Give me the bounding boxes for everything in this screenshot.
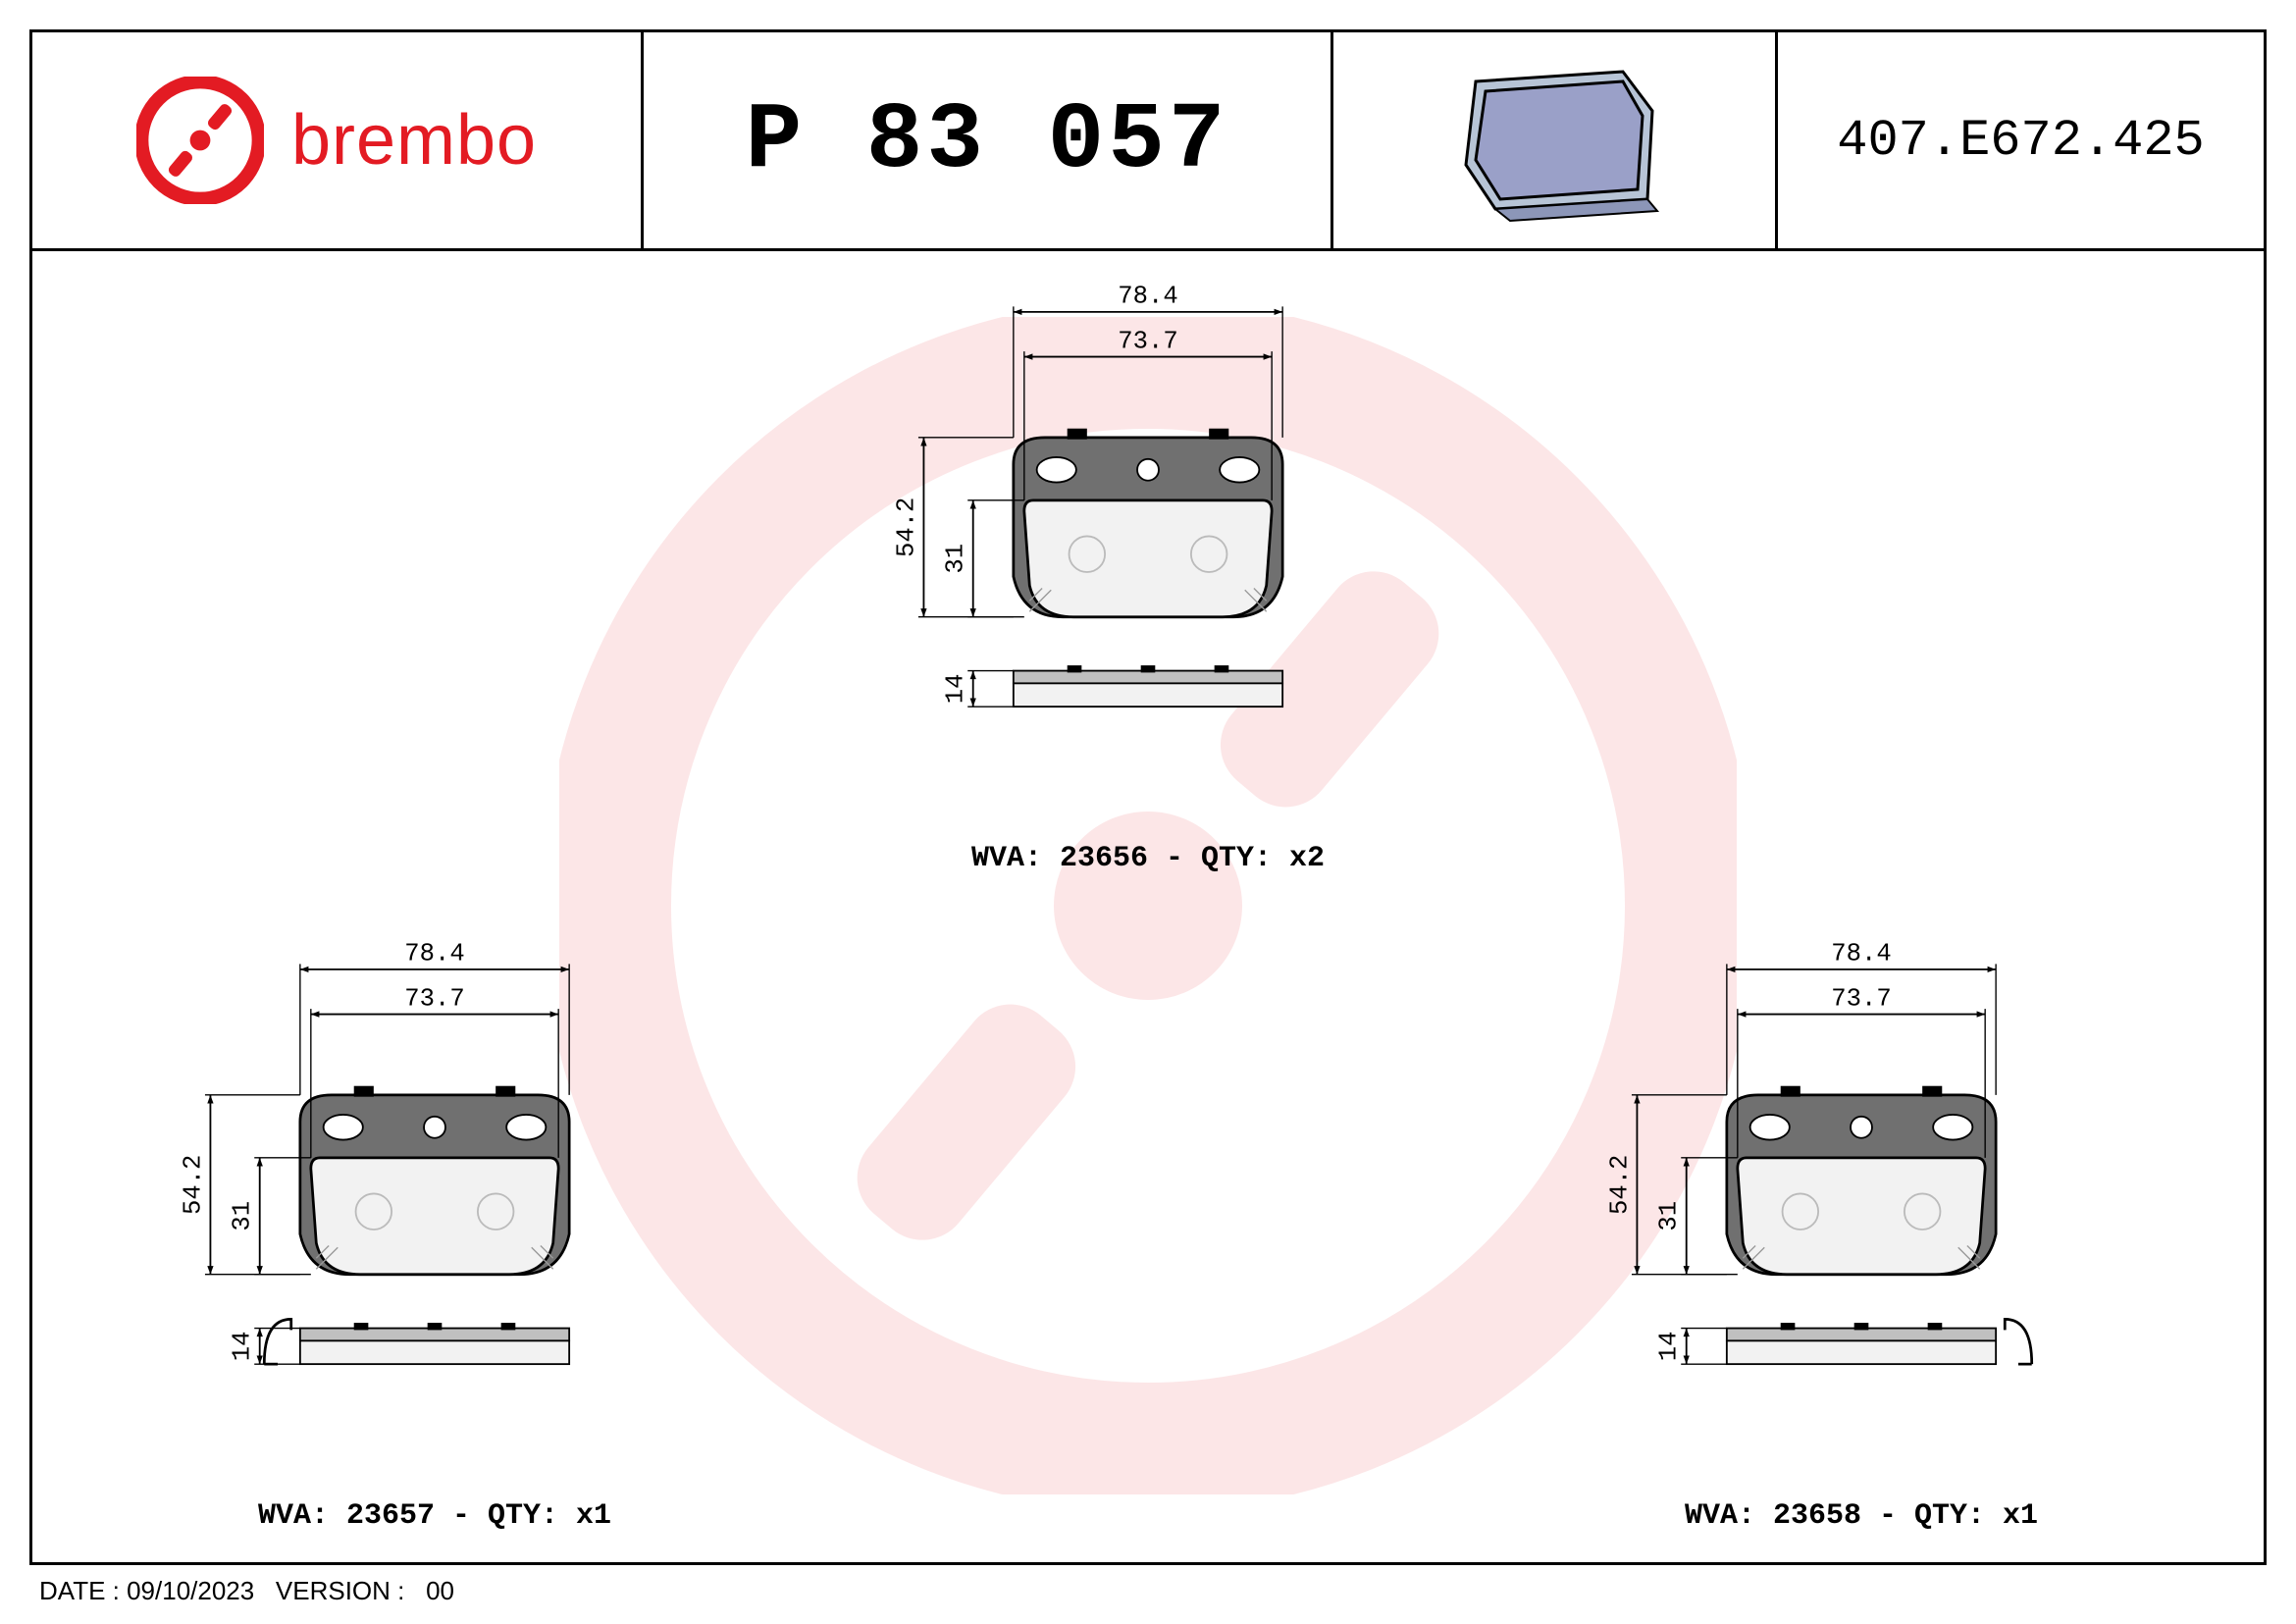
qty-value: x1 — [2003, 1499, 2038, 1533]
svg-text:78.4: 78.4 — [1831, 940, 1891, 969]
footer-version-label: VERSION : — [276, 1576, 404, 1605]
qty-label: - QTY: — [1166, 842, 1272, 875]
pad-drawing: 78.4 73.7 54.2 31 14 — [121, 916, 749, 1490]
footer-version-value: 00 — [426, 1576, 454, 1605]
svg-text:14: 14 — [229, 1331, 257, 1361]
qty-label: - QTY: — [1879, 1499, 1985, 1533]
svg-text:31: 31 — [229, 1201, 257, 1231]
part-number: P 83 057 — [746, 87, 1229, 194]
wva-label: WVA: — [971, 842, 1042, 875]
figure-caption: WVA: 23658 - QTY: x1 — [1547, 1499, 2175, 1533]
pad-drawing: 78.4 73.7 54.2 31 14 — [834, 258, 1462, 832]
svg-text:78.4: 78.4 — [1118, 283, 1177, 311]
svg-text:73.7: 73.7 — [1118, 327, 1177, 355]
svg-text:78.4: 78.4 — [404, 940, 464, 969]
figure-caption: WVA: 23657 - QTY: x1 — [121, 1499, 749, 1533]
svg-text:73.7: 73.7 — [404, 984, 464, 1013]
drawing-number-cell: 407.E672.425 — [1778, 32, 2264, 248]
wva-label: WVA: — [258, 1499, 329, 1533]
drawing-frame: brembo P 83 057 407.E672.425 — [29, 29, 2267, 1565]
svg-text:54.2: 54.2 — [1605, 1154, 1634, 1214]
footer-date-label: DATE : — [39, 1576, 120, 1605]
title-block: brembo P 83 057 407.E672.425 — [32, 32, 2264, 251]
figure-left: 78.4 73.7 54.2 31 14 WVA: 23657 - QTY: x… — [121, 916, 749, 1533]
figure-right: 78.4 73.7 54.2 31 14 WVA: 23658 - QTY: x… — [1547, 916, 2175, 1533]
isometric-icon — [1427, 52, 1682, 229]
footer-date-value: 09/10/2023 — [127, 1576, 254, 1605]
wva-value: 23657 — [346, 1499, 452, 1533]
figure-top: 78.4 73.7 54.2 31 14 WVA: 23656 - QTY: x… — [834, 258, 1462, 875]
brand-cell: brembo — [32, 32, 644, 248]
qty-value: x2 — [1289, 842, 1325, 875]
wva-value: 23656 — [1060, 842, 1166, 875]
svg-text:54.2: 54.2 — [892, 498, 920, 557]
isometric-cell — [1333, 32, 1778, 248]
wva-value: 23658 — [1773, 1499, 1879, 1533]
brembo-logo-icon — [136, 77, 264, 204]
drawing-number: 407.E672.425 — [1837, 112, 2204, 170]
footer: DATE : 09/10/2023 VERSION : 00 — [39, 1576, 454, 1606]
svg-text:31: 31 — [942, 544, 970, 574]
qty-value: x1 — [576, 1499, 611, 1533]
svg-text:54.2: 54.2 — [179, 1154, 207, 1214]
qty-label: - QTY: — [452, 1499, 558, 1533]
drawing-area: 78.4 73.7 54.2 31 14 WVA: 23656 - QTY: x… — [32, 248, 2264, 1562]
pad-drawing: 78.4 73.7 54.2 31 14 — [1547, 916, 2175, 1490]
svg-text:31: 31 — [1655, 1201, 1684, 1231]
brand-name: brembo — [291, 100, 537, 181]
svg-text:14: 14 — [1655, 1331, 1684, 1361]
svg-text:14: 14 — [942, 674, 970, 705]
svg-text:73.7: 73.7 — [1831, 984, 1891, 1013]
part-number-cell: P 83 057 — [644, 32, 1333, 248]
wva-label: WVA: — [1685, 1499, 1755, 1533]
figure-caption: WVA: 23656 - QTY: x2 — [834, 842, 1462, 875]
